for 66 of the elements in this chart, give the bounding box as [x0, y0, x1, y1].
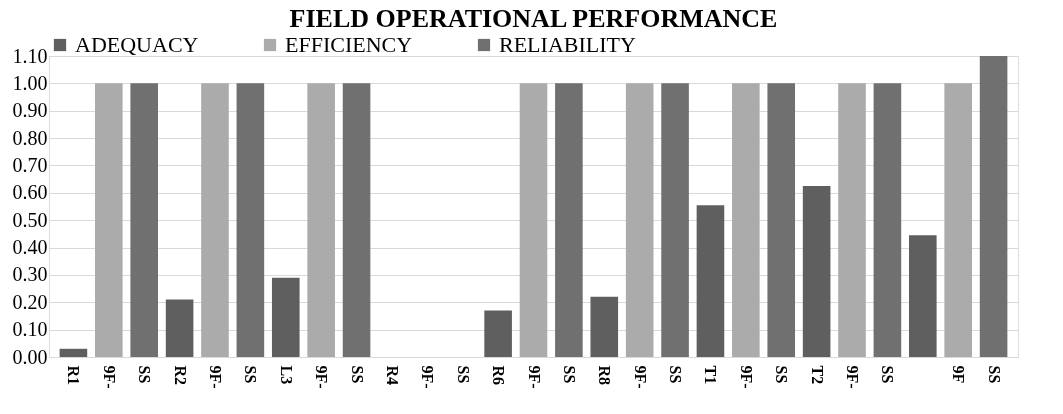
bar	[767, 83, 796, 357]
bar	[519, 83, 548, 357]
x-tick-label: L3	[277, 365, 295, 385]
x-tick-label: R6	[490, 365, 508, 386]
bar	[732, 83, 760, 357]
x-tick-label: 9F-	[737, 365, 755, 389]
y-tick-label: 0.90	[12, 99, 48, 122]
x-tick-label: 9F-	[206, 365, 224, 389]
legend-label: ADEQUACY	[75, 32, 199, 57]
bar	[802, 185, 831, 357]
y-tick-label: 0.40	[12, 236, 48, 259]
x-tick-label: SS	[454, 365, 472, 384]
bar	[307, 83, 335, 357]
bar	[236, 83, 265, 357]
x-tick-label: R4	[383, 365, 401, 386]
x-tick-label: SS	[136, 365, 154, 384]
x-tick-label: SS	[348, 365, 366, 384]
bar	[909, 235, 937, 357]
y-tick-label: 1.00	[12, 71, 48, 94]
y-tick-label: 0.60	[12, 181, 48, 204]
y-tick-label: 1.10	[12, 44, 48, 67]
y-tick-label: 0.20	[12, 290, 48, 313]
x-tick-label: SS	[879, 365, 897, 384]
chart-title: FIELD OPERATIONAL PERFORMANCE	[289, 4, 778, 33]
x-tick-label: R8	[596, 365, 614, 386]
x-tick-label: 9F-	[313, 365, 331, 389]
y-tick-label: 0.50	[12, 208, 48, 231]
bar	[873, 83, 902, 357]
bar	[979, 56, 1008, 357]
y-tick-label: 0.30	[12, 263, 48, 286]
x-tick-label: SS	[985, 365, 1003, 384]
x-tick-label: 9F-	[631, 365, 649, 389]
bar	[944, 83, 972, 357]
legend-label: EFFICIENCY	[285, 32, 413, 57]
bar	[555, 83, 583, 357]
x-tick-label: T2	[808, 365, 826, 385]
legend-label: RELIABILITY	[499, 32, 636, 57]
bar	[95, 83, 123, 357]
y-tick-label: 0.80	[12, 126, 48, 149]
bar	[590, 296, 619, 357]
bar	[838, 83, 866, 357]
bar	[342, 83, 371, 357]
bar	[484, 310, 512, 357]
x-tick-label: 9F-	[844, 365, 862, 389]
bar	[130, 83, 158, 357]
x-tick-label: SS	[773, 365, 791, 384]
y-tick-label: 0.70	[12, 153, 48, 176]
bar	[661, 83, 689, 357]
x-tick-label: SS	[667, 365, 685, 384]
y-tick-label: 0.10	[12, 318, 48, 341]
x-tick-label: SS	[242, 365, 260, 384]
x-tick-label: R2	[171, 365, 189, 386]
bar	[271, 277, 300, 357]
y-tick-label: 0.00	[12, 345, 48, 368]
bar	[201, 83, 229, 357]
x-tick-label: SS	[560, 365, 578, 384]
bar	[59, 348, 88, 357]
x-tick-label: 9F-	[419, 365, 437, 389]
bar	[696, 205, 725, 357]
x-tick-label: T1	[702, 365, 720, 385]
bar	[625, 83, 654, 357]
x-tick-label: 9F-	[525, 365, 543, 389]
x-tick-label: 9F-	[100, 365, 118, 389]
x-tick-label: R1	[65, 365, 83, 386]
x-tick-label: 9F	[950, 365, 968, 384]
bar	[165, 299, 194, 357]
